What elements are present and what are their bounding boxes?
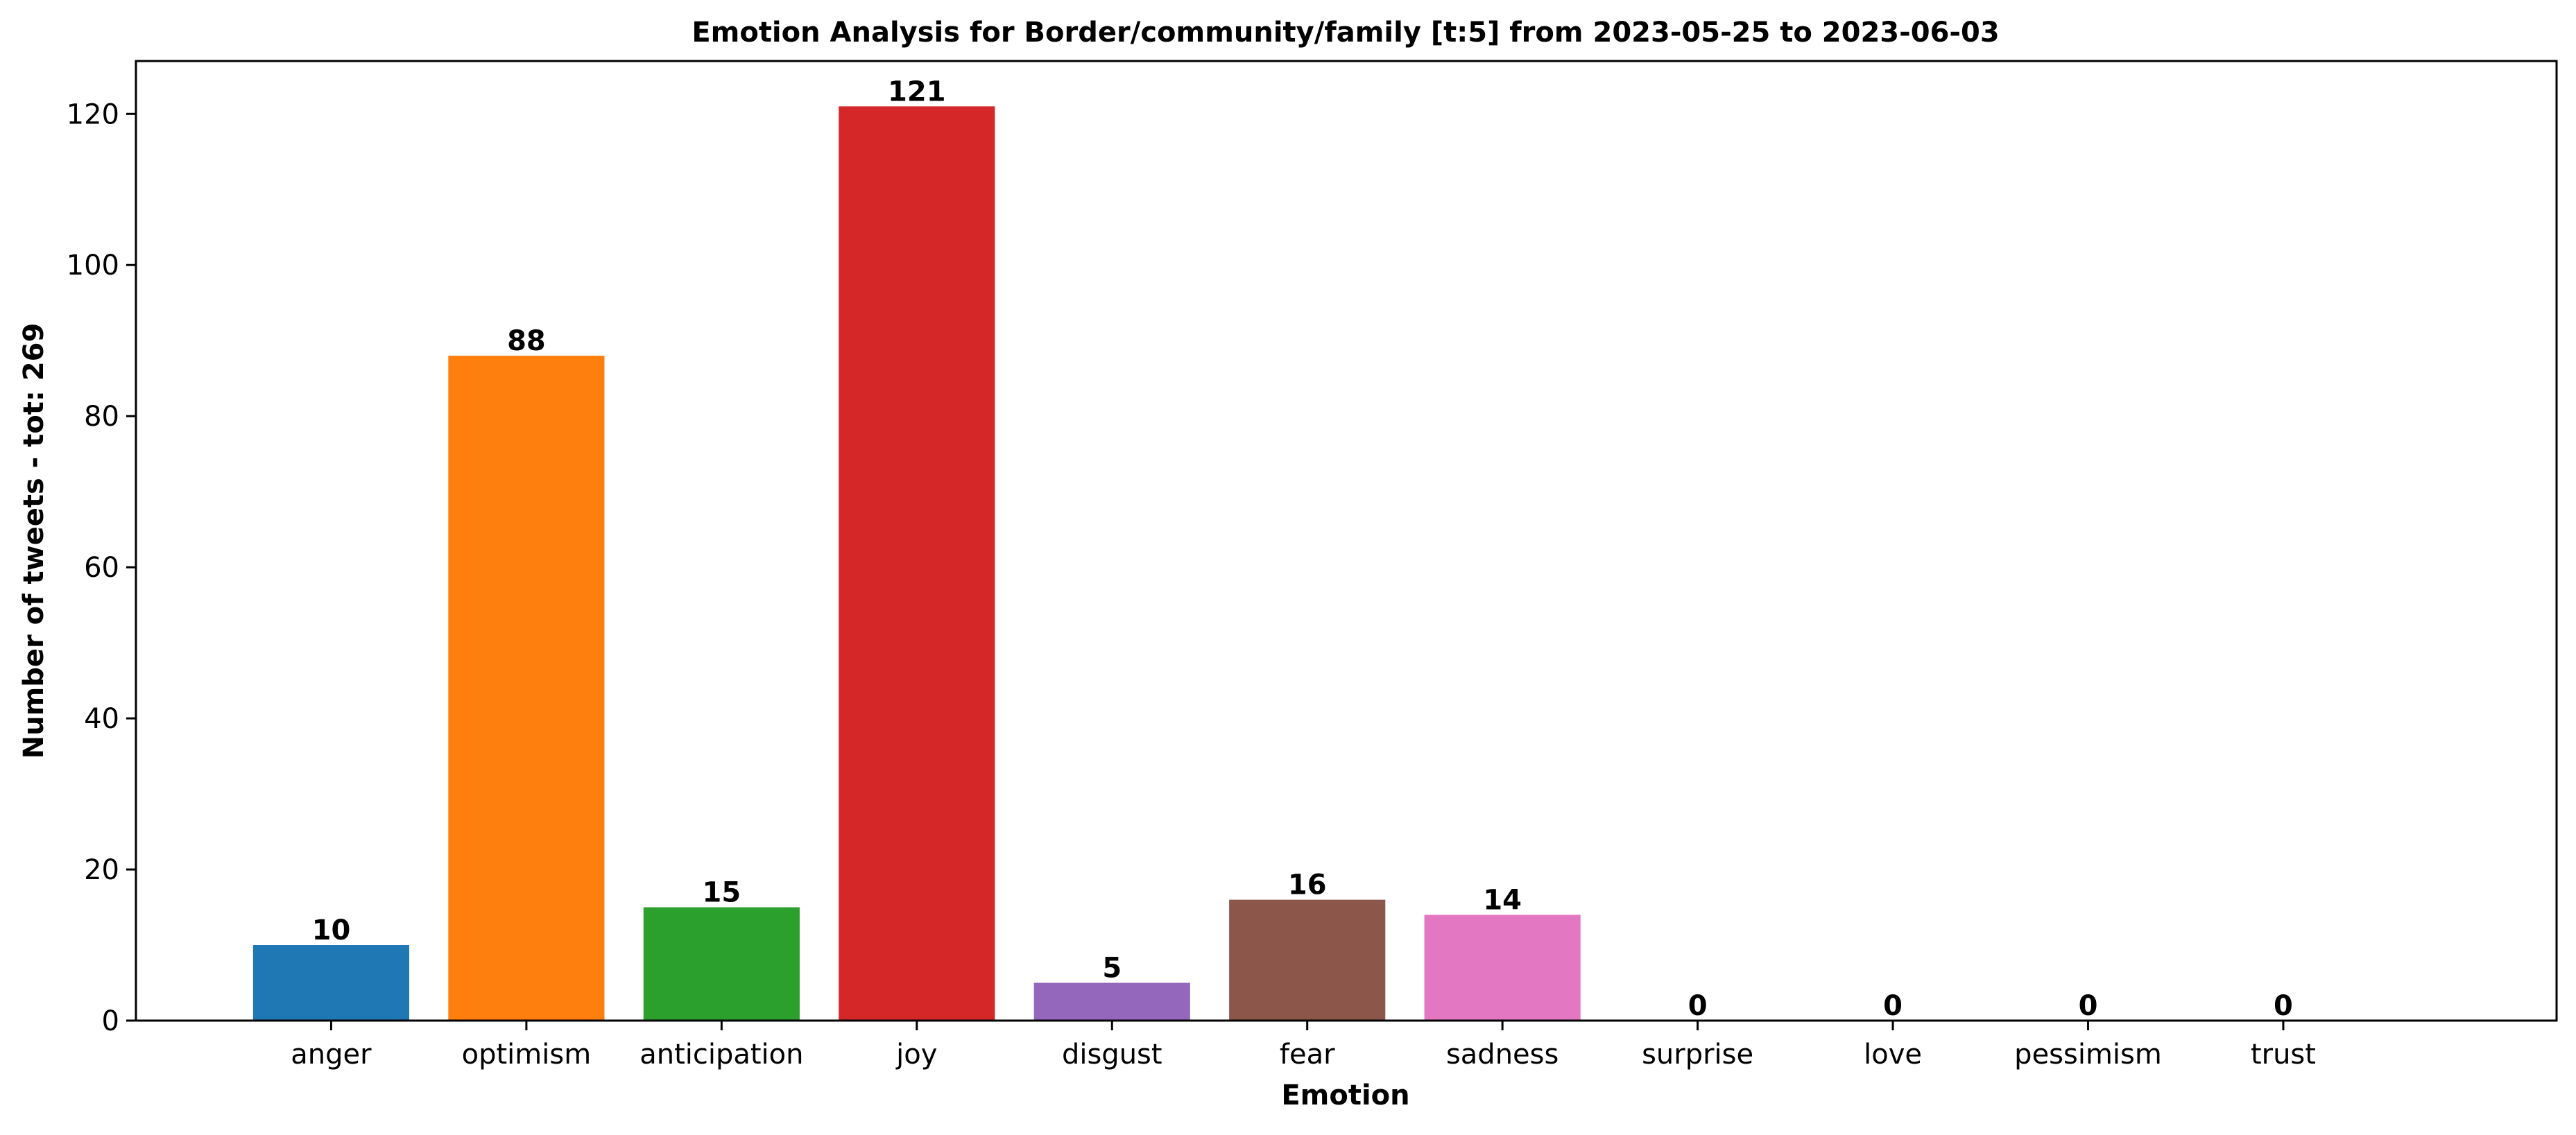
x-axis-label: Emotion: [1281, 1080, 1409, 1111]
x-tick-label-surprise: surprise: [1642, 1039, 1753, 1071]
data-label-surprise: 0: [1688, 990, 1708, 1022]
x-tick-label-sadness: sadness: [1446, 1039, 1559, 1071]
x-tick-label-joy: joy: [895, 1039, 937, 1071]
x-tick-label-anticipation: anticipation: [639, 1039, 803, 1071]
y-tick-label: 60: [84, 552, 119, 584]
y-tick-label: 120: [67, 98, 119, 130]
x-tick-label-optimism: optimism: [462, 1039, 592, 1071]
y-tick-label: 40: [84, 703, 119, 735]
x-tick-label-fear: fear: [1280, 1039, 1335, 1071]
bar-joy: [839, 106, 995, 1021]
y-tick-label: 0: [102, 1005, 119, 1037]
x-tick-label-disgust: disgust: [1062, 1039, 1162, 1071]
data-label-trust: 0: [2274, 990, 2293, 1022]
x-tick-label-trust: trust: [2251, 1039, 2316, 1071]
plot-frame: [135, 60, 2558, 1022]
data-label-anger: 10: [312, 915, 351, 946]
bar-anticipation: [643, 907, 800, 1021]
data-label-joy: 121: [888, 76, 946, 107]
y-tick-label: 80: [84, 401, 119, 433]
bar-optimism: [448, 356, 605, 1021]
chart-title: Emotion Analysis for Border/community/fa…: [692, 17, 1999, 49]
x-tick-label-anger: anger: [291, 1039, 372, 1071]
data-label-optimism: 88: [507, 325, 546, 357]
data-label-anticipation: 15: [703, 877, 741, 909]
x-tick-label-pessimism: pessimism: [2014, 1039, 2162, 1071]
y-tick-label: 100: [67, 250, 119, 281]
data-label-disgust: 5: [1102, 953, 1122, 985]
bar-sadness: [1424, 915, 1581, 1021]
y-tick-label: 20: [84, 854, 119, 886]
bar-anger: [252, 945, 410, 1021]
y-axis-label: Number of tweets - tot: 269: [18, 323, 50, 759]
data-label-love: 0: [1883, 990, 1903, 1022]
data-label-sadness: 14: [1483, 884, 1522, 916]
bar-disgust: [1033, 982, 1190, 1021]
data-label-fear: 16: [1288, 869, 1327, 901]
x-tick-label-love: love: [1864, 1039, 1922, 1071]
plot-area: 0 20 40 60 80 100 120 10 anger 88 optimism 15 antici…: [67, 76, 2316, 1071]
data-label-pessimism: 0: [2079, 990, 2098, 1022]
bar-fear: [1229, 899, 1386, 1021]
